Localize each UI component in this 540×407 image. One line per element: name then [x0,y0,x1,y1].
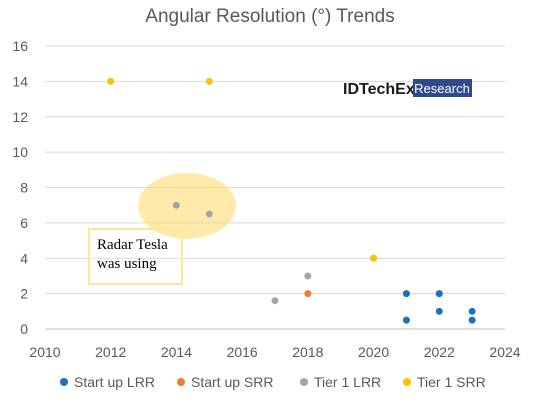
chart-title: Angular Resolution (°) Trends [145,6,394,27]
x-tick-label: 2024 [489,344,520,360]
y-tick-label: 0 [20,321,28,337]
data-point [402,316,410,324]
legend-marker [403,378,411,386]
data-point [370,254,378,262]
y-axis-ticks: 0 2 4 6 8 10 12 14 16 [12,38,28,337]
logo-text-research: Research [414,81,470,96]
x-tick-label: 2018 [292,344,323,360]
data-point [107,77,115,85]
y-tick-label: 12 [12,109,28,125]
x-tick-label: 2016 [227,344,258,360]
data-point [435,307,443,315]
data-points [107,77,476,324]
legend-label: Start up LRR [74,374,155,390]
annotation-line-1: Radar Tesla [97,237,168,253]
x-tick-label: 2022 [424,344,455,360]
y-tick-label: 4 [20,250,28,266]
y-tick-label: 6 [20,215,28,231]
highlight-ellipse [138,173,236,239]
data-point [304,272,312,280]
logo-research-bg [413,79,472,97]
data-point [468,307,476,315]
y-tick-label: 8 [20,180,28,196]
x-tick-label: 2020 [358,344,389,360]
annotation-line-2: was using [97,256,157,272]
legend-marker [177,378,185,386]
legend-marker [300,378,308,386]
data-point [402,290,410,298]
data-point [304,290,312,298]
legend-marker [60,378,68,386]
legend-label: Tier 1 SRR [417,374,486,390]
gridlines [45,45,505,295]
data-point [205,77,213,85]
data-point [271,297,279,305]
y-tick-label: 2 [20,286,28,302]
logo-text-idtechex: IDTechEx [343,81,415,98]
x-tick-label: 2010 [29,344,60,360]
legend: Start up LRR Start up SRR Tier 1 LRR Tier 1… [60,374,486,390]
data-point [172,201,180,209]
x-tick-label: 2014 [161,344,192,360]
legend-label: Tier 1 LRR [314,374,381,390]
x-tick-label: 2012 [95,344,126,360]
y-tick-label: 16 [12,38,28,54]
x-axis-ticks: 2010 2012 2014 2016 2018 2020 2022 2024 [29,344,520,360]
y-tick-label: 10 [12,144,28,160]
data-point [468,316,476,324]
idtechex-logo: IDTechEx Research [343,79,472,98]
legend-label: Start up SRR [191,374,273,390]
data-point [435,290,443,298]
annotation-box [88,228,183,285]
data-point [205,210,213,218]
y-tick-label: 14 [12,73,28,89]
